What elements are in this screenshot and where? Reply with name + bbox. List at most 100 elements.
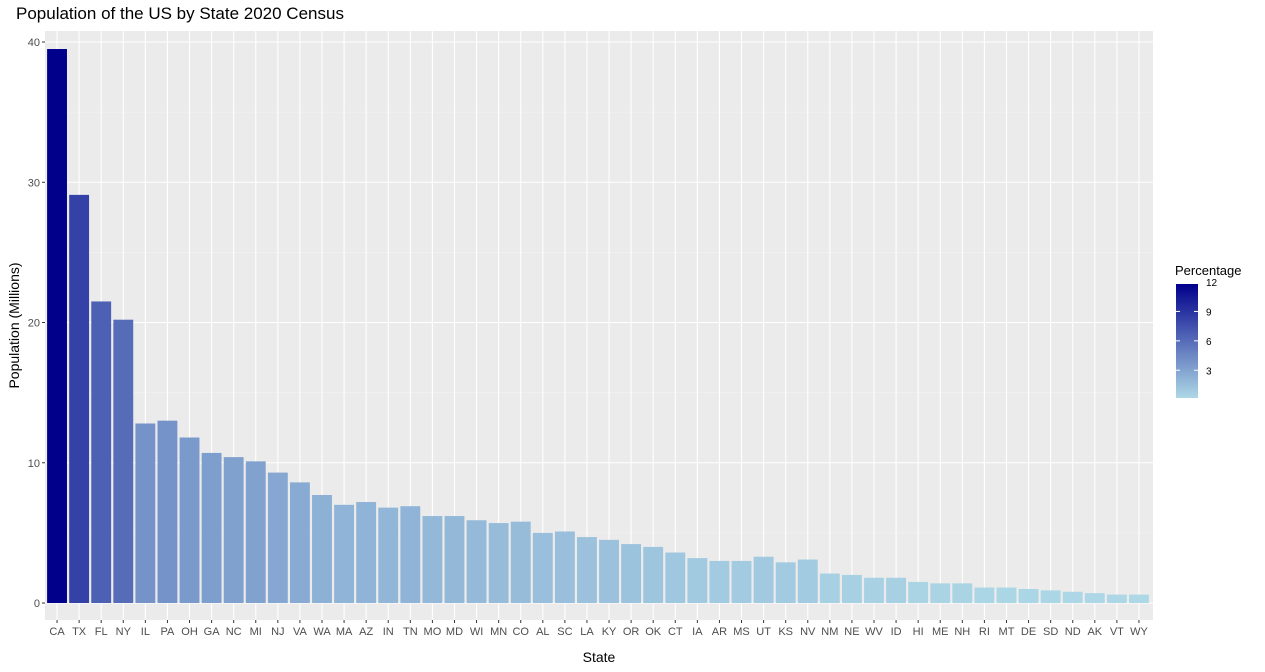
x-tick-label: NC xyxy=(226,626,242,638)
x-tick-label: UT xyxy=(756,626,771,638)
bar-sd xyxy=(1040,590,1061,603)
x-tick-label: CO xyxy=(512,626,529,638)
legend-title: Percentage xyxy=(1175,263,1242,278)
x-tick-label: ID xyxy=(891,626,902,638)
bar-wy xyxy=(1129,594,1149,603)
chart-title: Population of the US by State 2020 Censu… xyxy=(16,4,344,23)
x-tick-label: NH xyxy=(954,626,970,638)
bar-or xyxy=(621,544,642,603)
y-tick-label: 30 xyxy=(28,177,40,189)
bar-ky xyxy=(599,539,619,603)
bar-id xyxy=(886,577,907,603)
x-tick-label: NE xyxy=(844,626,859,638)
bar-al xyxy=(532,532,553,603)
bar-in xyxy=(378,507,399,603)
bar-nj xyxy=(267,472,288,603)
bar-oh xyxy=(179,437,200,603)
bar-tx xyxy=(69,194,90,603)
x-tick-label: WA xyxy=(313,626,331,638)
x-tick-label: KS xyxy=(778,626,793,638)
bar-wv xyxy=(864,577,884,603)
legend-colorbar xyxy=(1176,284,1198,398)
bar-il xyxy=(135,423,156,603)
x-tick-label: MN xyxy=(490,626,507,638)
bar-va xyxy=(289,482,310,603)
legend-label: 9 xyxy=(1206,307,1212,318)
bar-az xyxy=(356,502,377,603)
y-axis-title: Population (Millions) xyxy=(6,262,22,388)
x-tick-label: AR xyxy=(712,626,727,638)
bar-ia xyxy=(687,558,708,603)
bar-ut xyxy=(753,556,774,603)
bar-de xyxy=(1018,588,1039,603)
x-tick-label: TN xyxy=(403,626,418,638)
x-tick-label: AK xyxy=(1087,626,1102,638)
x-tick-label: AL xyxy=(536,626,549,638)
legend-label: 6 xyxy=(1206,337,1212,348)
x-tick-label: NY xyxy=(116,626,132,638)
legend-label: 3 xyxy=(1206,366,1212,377)
x-tick-label: CA xyxy=(49,626,65,638)
bar-mn xyxy=(488,523,509,603)
x-tick-label: SD xyxy=(1043,626,1058,638)
x-tick-label: MS xyxy=(733,626,750,638)
bar-ct xyxy=(665,552,686,603)
x-tick-label: MA xyxy=(336,626,353,638)
y-tick-label: 0 xyxy=(34,598,40,610)
y-tick-label: 10 xyxy=(28,458,40,470)
x-tick-label: TX xyxy=(72,626,87,638)
x-tick-label: NM xyxy=(821,626,838,638)
x-tick-label: MO xyxy=(424,626,442,638)
x-tick-label: CT xyxy=(668,626,683,638)
x-tick-label: VT xyxy=(1110,626,1124,638)
bar-md xyxy=(444,516,465,603)
x-tick-label: VA xyxy=(293,626,308,638)
bar-ks xyxy=(775,562,796,603)
bar-hi xyxy=(908,581,929,603)
x-tick-label: RI xyxy=(979,626,990,638)
y-tick-label: 20 xyxy=(28,318,40,330)
bar-tn xyxy=(400,506,421,603)
bar-wi xyxy=(466,520,487,603)
y-tick-label: 40 xyxy=(28,37,40,49)
x-tick-label: MI xyxy=(250,626,262,638)
x-tick-label: KY xyxy=(602,626,617,638)
bar-mo xyxy=(422,516,443,603)
x-tick-label: DE xyxy=(1021,626,1036,638)
bar-la xyxy=(577,537,597,603)
bar-vt xyxy=(1106,594,1127,603)
bar-ma xyxy=(334,504,355,603)
x-tick-label: SC xyxy=(557,626,572,638)
x-tick-label: OR xyxy=(623,626,640,638)
x-tick-label: NJ xyxy=(271,626,284,638)
x-tick-label: GA xyxy=(204,626,221,638)
x-tick-label: PA xyxy=(161,626,176,638)
x-tick-label: WY xyxy=(1130,626,1148,638)
bar-mt xyxy=(996,587,1017,603)
bar-ne xyxy=(841,574,862,603)
x-tick-label: WV xyxy=(865,626,883,638)
x-tick-label: LA xyxy=(580,626,594,638)
bar-ga xyxy=(201,452,222,603)
bar-mi xyxy=(245,461,266,603)
bar-wa xyxy=(312,495,332,603)
x-tick-label: IN xyxy=(383,626,394,638)
bar-ms xyxy=(731,560,752,603)
x-tick-label: WI xyxy=(470,626,483,638)
x-axis-title: State xyxy=(583,649,616,665)
x-tick-label: IA xyxy=(692,626,703,638)
bar-ri xyxy=(974,587,995,603)
bar-ca xyxy=(47,49,67,603)
x-tick-label: IL xyxy=(141,626,150,638)
bar-sc xyxy=(554,531,575,603)
bar-pa xyxy=(157,420,178,603)
bar-nd xyxy=(1062,591,1083,603)
bar-me xyxy=(930,583,951,603)
bar-ar xyxy=(709,560,730,603)
bar-co xyxy=(510,521,531,603)
bar-ok xyxy=(643,546,664,603)
x-tick-label: OK xyxy=(645,626,662,638)
legend-label: 12 xyxy=(1206,278,1218,289)
bar-ak xyxy=(1084,593,1105,603)
